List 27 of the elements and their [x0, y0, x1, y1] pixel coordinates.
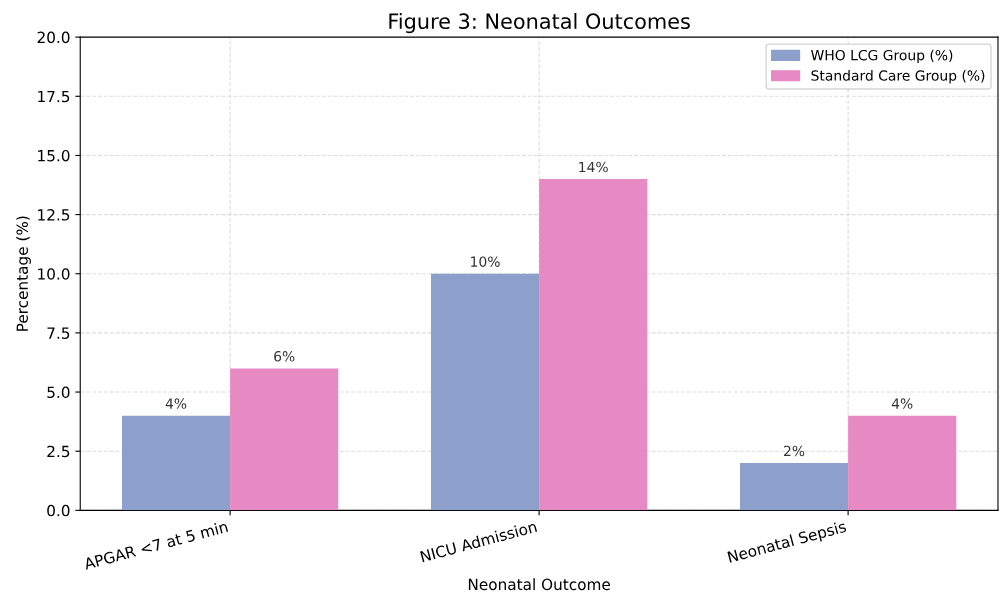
bar: [430, 273, 540, 511]
x-axis-title: Neonatal Outcome: [468, 578, 610, 591]
bar: [230, 368, 339, 511]
bar: [121, 415, 231, 511]
data-label: 4%: [165, 398, 187, 409]
data-label: 4%: [891, 398, 913, 409]
chart-title: Figure 3: Neonatal Outcomes: [389, 12, 690, 34]
y-axis-title: Percentage (%): [16, 216, 31, 331]
legend-label: Standard Care Group (%): [811, 70, 985, 84]
y-tick-label: 12.5: [38, 209, 70, 221]
y-tick-label: 5.0: [47, 386, 70, 399]
y-tick-label: 10.0: [38, 268, 70, 280]
y-tick-label: 15.0: [38, 149, 70, 162]
y-tick-label: 2.5: [47, 445, 70, 458]
data-label: 2%: [784, 445, 805, 457]
bar: [739, 463, 849, 511]
y-tick-label: 0.0: [47, 504, 70, 517]
legend-label: WHO LCG Group (%): [811, 49, 953, 64]
x-tick-label: APGAR <7 at 5 min: [83, 520, 229, 570]
bar: [848, 415, 957, 511]
y-tick-label: 20.0: [37, 31, 70, 44]
data-label: 6%: [274, 351, 295, 362]
bar: [539, 179, 648, 511]
y-tick-label: 7.5: [47, 327, 70, 339]
data-label: 14%: [579, 161, 608, 173]
data-label: 10%: [471, 256, 500, 267]
y-tick-label: 17.5: [38, 90, 70, 103]
